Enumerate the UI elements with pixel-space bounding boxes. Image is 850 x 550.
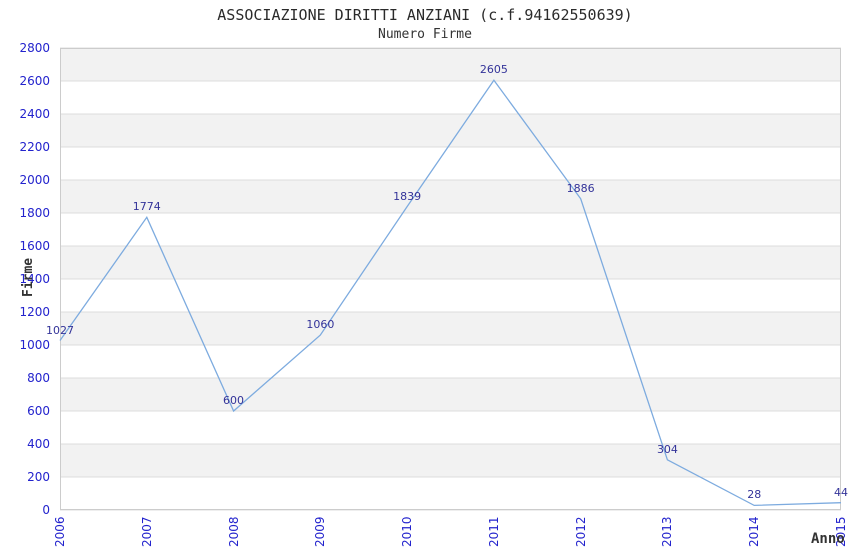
plot-band	[60, 246, 841, 279]
x-tick-label: 2009	[313, 516, 328, 547]
data-point-label: 1774	[132, 200, 161, 214]
plot-band	[60, 147, 841, 180]
data-point-label: 44	[834, 485, 848, 499]
y-axis-title: Firme	[21, 257, 36, 297]
y-tick-label: 1400	[19, 272, 50, 286]
data-point-label: 600	[223, 394, 245, 407]
plot-area	[59, 47, 842, 511]
y-tick-label: 2800	[19, 41, 50, 55]
x-tick-label: 2007	[139, 516, 154, 547]
y-tick-label: 2200	[19, 140, 50, 154]
plot-border	[60, 48, 841, 510]
y-tick-label: 600	[27, 404, 50, 418]
y-tick-label: 1000	[19, 338, 50, 352]
y-tick-label: 2600	[19, 74, 50, 88]
y-tick-label: 2400	[19, 107, 50, 121]
data-point-label: 304	[656, 442, 678, 456]
y-tick-label: 800	[27, 371, 50, 385]
y-tick-label: 1200	[19, 305, 50, 319]
plot-band	[60, 345, 841, 378]
data-point-label: 1839	[393, 189, 422, 203]
y-tick-label: 1800	[19, 206, 50, 220]
chart-title: ASSOCIAZIONE DIRITTI ANZIANI (c.f.941625…	[217, 6, 633, 24]
plot-band	[60, 444, 841, 477]
plot-band	[60, 279, 841, 312]
data-point-label: 1027	[46, 323, 74, 337]
y-tick-label: 2000	[19, 173, 50, 187]
x-tick-label: 2006	[53, 516, 67, 547]
y-tick-label: 1600	[19, 239, 50, 253]
plot-band	[60, 378, 841, 411]
data-point-label: 1886	[566, 181, 595, 195]
y-tick-label: 400	[27, 437, 50, 451]
x-tick-label: 2014	[747, 516, 762, 547]
plot-band	[60, 48, 841, 81]
plot-band	[60, 81, 841, 114]
data-line	[59, 79, 842, 507]
plot-svg	[59, 47, 842, 511]
plot-band	[60, 213, 841, 246]
x-axis-title: Anno	[811, 531, 845, 547]
data-point-label: 28	[747, 488, 762, 502]
plot-band	[60, 411, 841, 444]
x-tick-label: 2008	[226, 516, 241, 547]
plot-band	[60, 477, 841, 510]
chart-subtitle: Numero Firme	[378, 27, 472, 42]
y-tick-label: 200	[27, 470, 50, 484]
x-tick-label: 2011	[486, 516, 501, 547]
plot-band	[60, 312, 841, 345]
x-tick-label: 2013	[660, 516, 675, 547]
x-tick-label: 2012	[573, 516, 588, 547]
plot-band	[60, 180, 841, 213]
data-point-label: 1060	[306, 318, 335, 332]
plot-band	[60, 114, 841, 147]
data-point-label: 2605	[479, 63, 508, 77]
x-tick-label: 2010	[400, 516, 415, 547]
y-tick-label: 0	[42, 503, 50, 517]
